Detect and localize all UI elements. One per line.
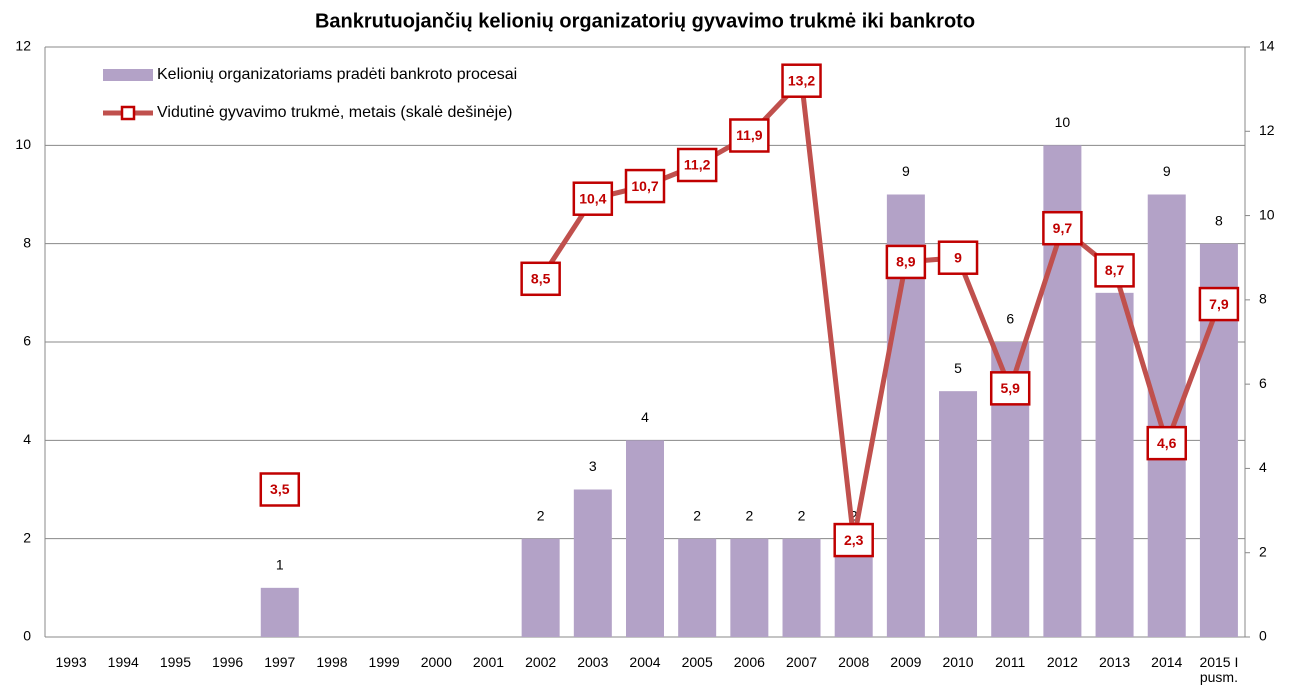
bar <box>626 440 664 637</box>
x-tick-label: 1993 <box>55 654 87 670</box>
bar <box>730 538 769 637</box>
y-tick-label: 2 <box>23 529 31 545</box>
bar-value-label: 9 <box>1163 163 1171 179</box>
y-tick-label: 12 <box>15 38 31 54</box>
bar-value-label: 10 <box>1055 114 1071 130</box>
y2-tick-label: 2 <box>1259 543 1267 559</box>
line-value-label: 4,6 <box>1157 435 1177 451</box>
bar <box>782 538 821 637</box>
y2-tick-label: 14 <box>1259 38 1275 54</box>
line-value-label: 8,7 <box>1105 262 1125 278</box>
x-tick-label: 2005 <box>681 654 713 670</box>
line-value-label: 9,7 <box>1053 220 1073 236</box>
bar-value-label: 5 <box>954 360 962 376</box>
x-tick-label: 2009 <box>890 654 922 670</box>
bar-value-label: 2 <box>745 507 753 523</box>
y2-tick-label: 4 <box>1259 459 1267 475</box>
x-tick-label: 2006 <box>733 654 765 670</box>
y2-tick-label: 0 <box>1259 628 1267 644</box>
marker-label-box <box>520 261 561 297</box>
bar-value-label: 2 <box>798 507 806 523</box>
x-tick-label: 2004 <box>629 654 661 670</box>
bar-value-label: 3 <box>589 458 597 474</box>
x-tick-label: 1995 <box>159 654 191 670</box>
x-tick-label: 2007 <box>785 654 818 670</box>
y-tick-label: 4 <box>23 431 31 447</box>
bar-value-label: 1 <box>276 557 284 573</box>
x-tick-label: 1994 <box>107 654 139 670</box>
y-tick-label: 6 <box>23 333 31 349</box>
bar-value-label: 9 <box>902 163 910 179</box>
line-value-label: 8,5 <box>531 270 551 286</box>
bar-value-label: 2 <box>537 507 545 523</box>
bar <box>678 538 717 637</box>
line-value-label: 10,7 <box>631 178 658 194</box>
marker-label-box <box>259 472 301 507</box>
bar-value-label: 2 <box>693 507 701 523</box>
bar-value-label: 8 <box>1215 212 1223 228</box>
line-value-label: 11,2 <box>684 157 711 173</box>
legend-marker <box>120 105 136 121</box>
x-tick-label: 1999 <box>368 654 400 670</box>
x-tick-label: 1997 <box>264 654 296 670</box>
bar <box>573 489 612 637</box>
line-value-label: 11,9 <box>736 127 763 143</box>
bar <box>521 538 560 637</box>
x-tick-label: 2011 <box>995 654 1026 670</box>
legend-label: Kelionių organizatoriams pradėti bankrot… <box>157 66 517 83</box>
bar-value-label: 4 <box>641 409 649 425</box>
marker-label-box <box>833 522 874 558</box>
bar-value-label: 6 <box>1006 311 1014 327</box>
x-tick-label: 2001 <box>472 654 505 670</box>
marker-label-box <box>1198 286 1240 322</box>
line-value-label: 5,9 <box>1000 380 1020 396</box>
x-tick-label: 2015 I pusm. <box>1199 654 1239 685</box>
legend-swatch <box>103 69 153 81</box>
y-tick-label: 8 <box>23 234 31 250</box>
x-tick-label: 2014 <box>1151 654 1183 670</box>
marker-label-box <box>572 181 614 216</box>
bar <box>939 391 978 637</box>
y-tick-label: 0 <box>23 628 31 644</box>
marker-label-box <box>937 240 979 275</box>
bar <box>1147 194 1186 637</box>
line-value-label: 8,9 <box>896 254 916 270</box>
marker-label-box <box>1146 425 1187 461</box>
chart-title: Bankrutuojančių kelionių organizatorių g… <box>315 10 975 32</box>
line-value-label: 9 <box>954 249 962 265</box>
marker-label-box <box>676 147 718 183</box>
x-tick-label: 1998 <box>316 654 348 670</box>
y2-tick-label: 12 <box>1259 122 1275 138</box>
x-tick-label: 2000 <box>420 654 452 670</box>
line-value-label: 2,3 <box>844 532 864 548</box>
bar <box>260 587 299 637</box>
x-tick-label: 2002 <box>525 654 557 670</box>
y2-tick-label: 10 <box>1259 206 1275 222</box>
marker-label-box <box>781 63 822 98</box>
line-value-label: 10,4 <box>579 190 606 206</box>
marker-label-box <box>624 168 666 204</box>
x-tick-label: 2010 <box>942 654 974 670</box>
marker-label-box <box>885 244 927 280</box>
marker-label-box <box>1042 210 1083 246</box>
marker-label-box <box>729 118 770 153</box>
x-tick-label: 2008 <box>838 654 870 670</box>
y2-tick-label: 6 <box>1259 375 1267 391</box>
line-value-label: 13,2 <box>788 72 815 88</box>
bar <box>1095 292 1134 637</box>
x-tick-label: 1996 <box>212 654 244 670</box>
y2-tick-label: 8 <box>1259 291 1267 307</box>
y-tick-label: 10 <box>15 136 31 152</box>
marker-label-box <box>1094 253 1135 288</box>
x-tick-label: 2003 <box>577 654 609 670</box>
x-tick-label: 2012 <box>1046 654 1078 670</box>
line-value-label: 7,9 <box>1209 296 1229 312</box>
marker-label-box <box>989 371 1031 406</box>
bar-value-label: 2 <box>850 507 858 523</box>
line-value-label: 3,5 <box>270 481 290 497</box>
x-tick-label: 2013 <box>1098 654 1131 670</box>
legend-label: Vidutinė gyvavimo trukmė, metais (skalė … <box>157 104 512 121</box>
